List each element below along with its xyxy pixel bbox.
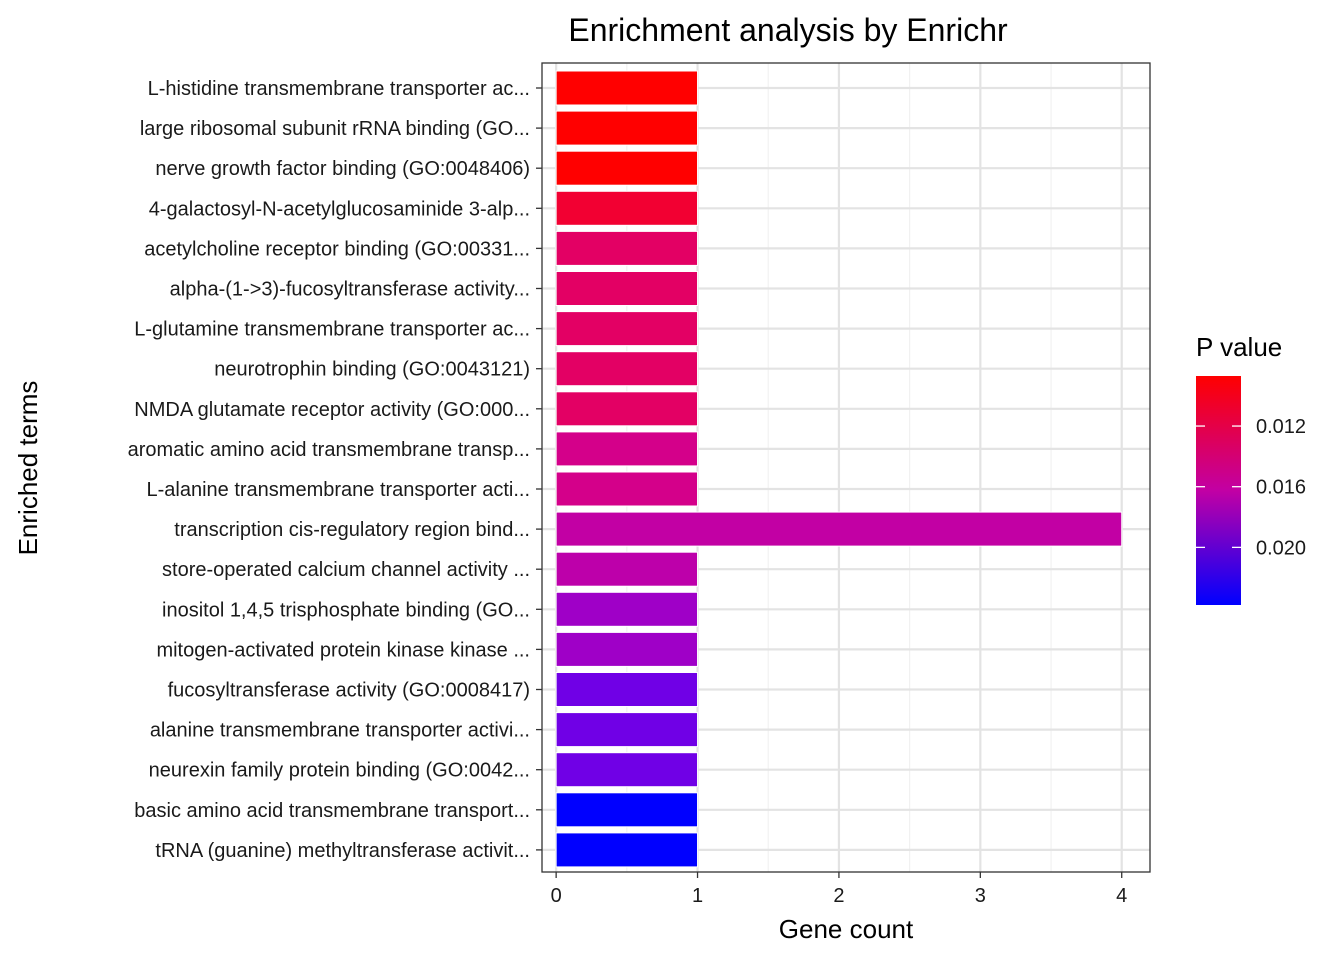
y-tick-label: neurotrophin binding (GO:0043121)	[214, 359, 530, 381]
y-axis-title: Enriched terms	[13, 381, 43, 556]
chart-title: Enrichment analysis by Enrichr	[568, 12, 1008, 48]
bar	[555, 110, 699, 146]
x-tick-label: 3	[975, 885, 986, 907]
grid	[542, 63, 1150, 872]
y-tick-label: acetylcholine receptor binding (GO:00331…	[144, 238, 530, 260]
x-tick-label: 4	[1116, 885, 1127, 907]
bar	[555, 70, 699, 106]
y-tick-label: mitogen-activated protein kinase kinase …	[156, 639, 530, 661]
bars	[555, 70, 1123, 868]
bar	[555, 150, 699, 186]
y-axis: L-histidine transmembrane transporter ac…	[128, 78, 542, 862]
bar	[555, 271, 699, 306]
y-tick-label: aromatic amino acid transmembrane transp…	[128, 439, 530, 461]
bar	[555, 511, 1123, 547]
y-tick-label: neurexin family protein binding (GO:0042…	[149, 760, 530, 782]
legend-tick-label: 0.020	[1256, 537, 1306, 559]
bar	[555, 792, 699, 828]
legend-tick-label: 0.012	[1256, 416, 1306, 438]
y-tick-label: alpha-(1->3)-fucosyltransferase activity…	[170, 279, 530, 301]
bar	[555, 591, 699, 627]
bar	[555, 672, 699, 707]
x-tick-label: 0	[551, 885, 562, 907]
y-tick-label: transcription cis-regulatory region bind…	[174, 519, 530, 541]
y-tick-label: NMDA glutamate receptor activity (GO:000…	[134, 399, 530, 421]
y-tick-label: alanine transmembrane transporter activi…	[150, 720, 530, 742]
y-tick-label: fucosyltransferase activity (GO:0008417)	[168, 680, 530, 702]
bar	[555, 190, 699, 226]
x-axis-title: Gene count	[779, 914, 914, 944]
y-tick-label: nerve growth factor binding (GO:0048406)	[155, 158, 530, 180]
bar	[555, 551, 699, 587]
legend: P value 0.012 0.016 0.020	[1196, 332, 1306, 605]
x-tick-label: 1	[692, 885, 703, 907]
y-tick-label: L-alanine transmembrane transporter acti…	[146, 479, 530, 501]
y-tick-label: basic amino acid transmembrane transport…	[134, 800, 530, 822]
bar	[555, 832, 699, 868]
y-tick-label: large ribosomal subunit rRNA binding (GO…	[140, 118, 530, 140]
bar	[555, 351, 699, 387]
y-tick-label: L-histidine transmembrane transporter ac…	[148, 78, 530, 100]
legend-ticks: 0.012 0.016 0.020	[1196, 416, 1306, 559]
bar	[555, 712, 699, 748]
legend-colorbar	[1196, 376, 1241, 605]
x-axis: 0 1 2 3 4	[551, 872, 1127, 907]
y-tick-label: tRNA (guanine) methyltransferase activit…	[155, 840, 530, 862]
y-tick-label: L-glutamine transmembrane transporter ac…	[134, 319, 530, 341]
y-tick-label: inositol 1,4,5 trisphosphate binding (GO…	[162, 599, 530, 621]
bar	[555, 431, 699, 467]
bar	[555, 752, 699, 788]
bar	[555, 391, 699, 427]
bar	[555, 230, 699, 266]
y-tick-label: store-operated calcium channel activity …	[162, 559, 530, 581]
x-tick-label: 2	[833, 885, 844, 907]
bar	[555, 631, 699, 667]
legend-tick-label: 0.016	[1256, 477, 1306, 499]
y-tick-label: 4-galactosyl-N-acetylglucosaminide 3-alp…	[149, 198, 530, 220]
legend-title: P value	[1196, 332, 1282, 362]
bar	[555, 471, 699, 507]
bar	[555, 311, 699, 347]
plot-border	[541, 62, 1151, 873]
